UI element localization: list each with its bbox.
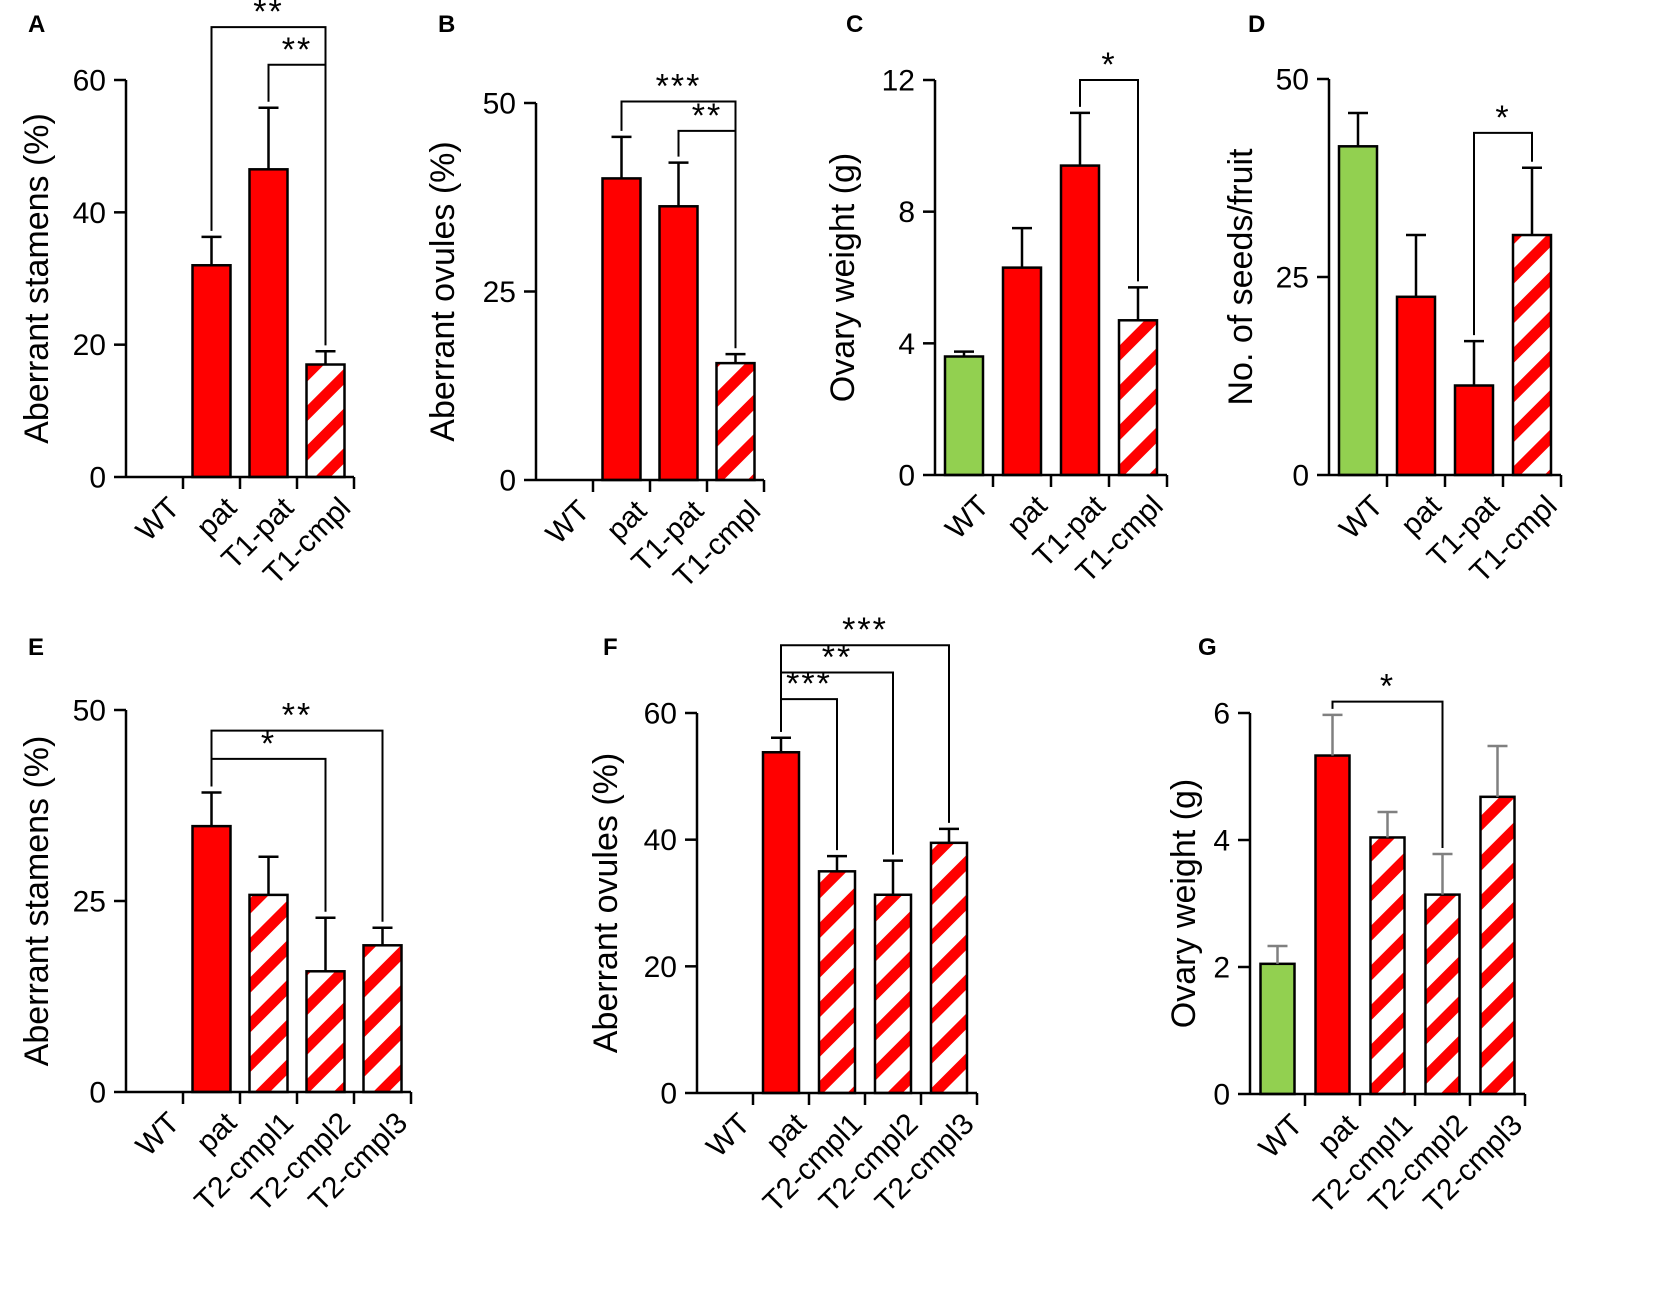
category-label: WT: [700, 1107, 756, 1163]
significance-label: *: [1380, 668, 1395, 706]
y-tick-label: 0: [89, 1077, 106, 1110]
panel-letter: G: [1198, 634, 1217, 661]
significance-bracket: [677, 129, 737, 349]
significance-label: **: [282, 31, 312, 69]
y-tick-label: 0: [1292, 460, 1309, 493]
y-tick-label: 0: [1213, 1079, 1230, 1112]
significance-label: ***: [656, 67, 702, 105]
y-axis-label: Aberrant stamens (%): [18, 113, 56, 444]
bar-t2-cmpl2: [873, 893, 913, 1095]
y-tick-label: 2: [1213, 952, 1230, 985]
y-tick-label: 60: [73, 65, 106, 98]
bar-t1-cmpl: [715, 361, 756, 482]
y-tick-label: 25: [1276, 262, 1309, 295]
significance-label: **: [253, 0, 283, 31]
y-tick-label: 40: [73, 197, 106, 230]
category-label: WT: [130, 1106, 186, 1162]
bar-t2-cmpl3: [929, 841, 969, 1095]
significance-label: **: [282, 697, 312, 735]
y-tick-label: 0: [89, 462, 106, 495]
y-tick-label: 50: [73, 695, 106, 728]
bar-t2-cmpl1: [817, 870, 857, 1095]
bar-pat: [191, 824, 232, 1094]
bar-t2-cmpl2: [305, 970, 346, 1094]
significance-bracket: [780, 644, 950, 823]
bar-t2-cmpl3: [1479, 795, 1516, 1096]
bar-wt: [1259, 962, 1296, 1096]
y-tick-label: 0: [660, 1078, 677, 1111]
y-axis-label: Aberrant ovules (%): [587, 753, 625, 1053]
bar-t1-cmpl: [1511, 233, 1553, 477]
y-tick-label: 12: [882, 65, 915, 98]
significance-label: *: [261, 725, 276, 763]
y-tick-label: 25: [73, 886, 106, 919]
significance-label: ***: [842, 611, 888, 649]
bar-t1-pat: [658, 205, 699, 482]
bar-t1-pat: [248, 168, 289, 479]
category-label: WT: [130, 491, 186, 547]
significance-bracket: [267, 63, 327, 346]
panel-letter: D: [1248, 11, 1265, 38]
bar-t1-pat: [1059, 164, 1101, 477]
category-label: WT: [540, 494, 596, 550]
bar-t1-cmpl: [305, 363, 346, 479]
category-label: WT: [1253, 1108, 1309, 1164]
y-axis-label: Ovary weight (g): [824, 153, 862, 402]
y-tick-label: 0: [898, 460, 915, 493]
significance-bracket: [210, 729, 384, 922]
panel-letter: E: [28, 634, 44, 661]
y-tick-label: 6: [1213, 698, 1230, 731]
y-tick-label: 50: [1276, 64, 1309, 97]
significance-label: *: [1495, 99, 1510, 137]
y-axis-label: Aberrant stamens (%): [18, 736, 56, 1067]
bar-pat: [761, 751, 801, 1095]
panel-letter: C: [846, 11, 863, 38]
significance-label: **: [692, 97, 722, 135]
bar-pat: [601, 177, 642, 482]
bar-pat: [1314, 754, 1351, 1096]
bar-pat: [1001, 266, 1043, 477]
category-label: WT: [1333, 489, 1389, 545]
significance-label: ***: [786, 665, 832, 703]
bar-t2-cmpl1: [1369, 836, 1406, 1096]
bar-pat: [1395, 295, 1437, 477]
bar-t2-cmpl3: [362, 944, 403, 1094]
y-tick-label: 40: [644, 824, 677, 857]
significance-bracket: [1331, 700, 1444, 848]
y-axis-label: No. of seeds/fruit: [1222, 148, 1260, 406]
significance-bracket: [1473, 131, 1533, 336]
significance-bracket: [1079, 79, 1139, 282]
bar-t2-cmpl2: [1424, 893, 1461, 1096]
y-tick-label: 0: [499, 465, 516, 498]
y-tick-label: 20: [73, 329, 106, 362]
y-tick-label: 4: [898, 328, 915, 361]
bar-t2-cmpl1: [248, 893, 289, 1094]
panel-letter: B: [438, 11, 455, 38]
panel-letter: F: [603, 634, 618, 661]
bar-t1-pat: [1453, 384, 1495, 477]
bar-wt: [943, 355, 985, 477]
y-tick-label: 60: [644, 698, 677, 731]
y-tick-label: 20: [644, 951, 677, 984]
significance-label: *: [1101, 46, 1116, 84]
y-axis-label: Ovary weight (g): [1165, 779, 1203, 1028]
y-tick-label: 25: [483, 276, 516, 309]
bar-t1-cmpl: [1117, 319, 1159, 477]
y-tick-label: 50: [483, 88, 516, 121]
y-tick-label: 8: [898, 196, 915, 229]
bar-wt: [1337, 145, 1379, 477]
panel-letter: A: [28, 11, 45, 38]
y-axis-label: Aberrant ovules (%): [424, 141, 462, 441]
y-tick-label: 4: [1213, 825, 1230, 858]
category-label: WT: [939, 489, 995, 545]
bar-pat: [191, 264, 232, 479]
